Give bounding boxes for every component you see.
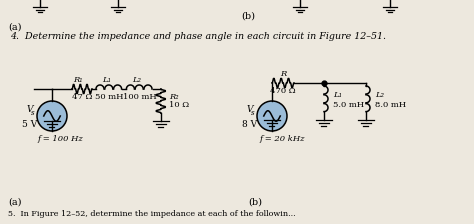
Text: 5.  In Figure 12–52, determine the impedance at each of the followin...: 5. In Figure 12–52, determine the impeda…: [8, 210, 296, 218]
Text: 5.0 mH: 5.0 mH: [333, 101, 364, 109]
Text: (b): (b): [248, 198, 262, 207]
Text: 50 mH: 50 mH: [95, 93, 123, 101]
Text: 100 mH: 100 mH: [123, 93, 156, 101]
Text: 8.0 mH: 8.0 mH: [375, 101, 406, 109]
Text: L₁: L₁: [333, 91, 342, 99]
Text: 470 Ω: 470 Ω: [270, 87, 296, 95]
Text: 10 Ω: 10 Ω: [169, 101, 189, 109]
Circle shape: [37, 101, 67, 131]
Text: 47 Ω: 47 Ω: [72, 93, 92, 101]
Text: 5 V: 5 V: [22, 119, 37, 129]
Text: L₂: L₂: [132, 76, 141, 84]
Text: V: V: [27, 105, 33, 114]
Text: R₁: R₁: [73, 76, 83, 84]
Text: L₂: L₂: [375, 91, 384, 99]
Text: s: s: [251, 109, 255, 117]
Text: (a): (a): [8, 198, 21, 207]
Text: (b): (b): [241, 11, 255, 21]
Circle shape: [257, 101, 287, 131]
Text: V: V: [247, 105, 253, 114]
Text: R₂: R₂: [169, 93, 178, 101]
Text: f = 20 kHz: f = 20 kHz: [259, 135, 305, 143]
Text: (a): (a): [8, 22, 21, 32]
Text: 4.  Determine the impedance and phase angle in each circuit in Figure 12–51.: 4. Determine the impedance and phase ang…: [10, 32, 386, 41]
Text: f = 100 Hz: f = 100 Hz: [37, 135, 83, 143]
Text: L₁: L₁: [102, 76, 111, 84]
Text: 8 V: 8 V: [242, 119, 257, 129]
Text: R: R: [280, 70, 286, 78]
Text: s: s: [31, 109, 35, 117]
